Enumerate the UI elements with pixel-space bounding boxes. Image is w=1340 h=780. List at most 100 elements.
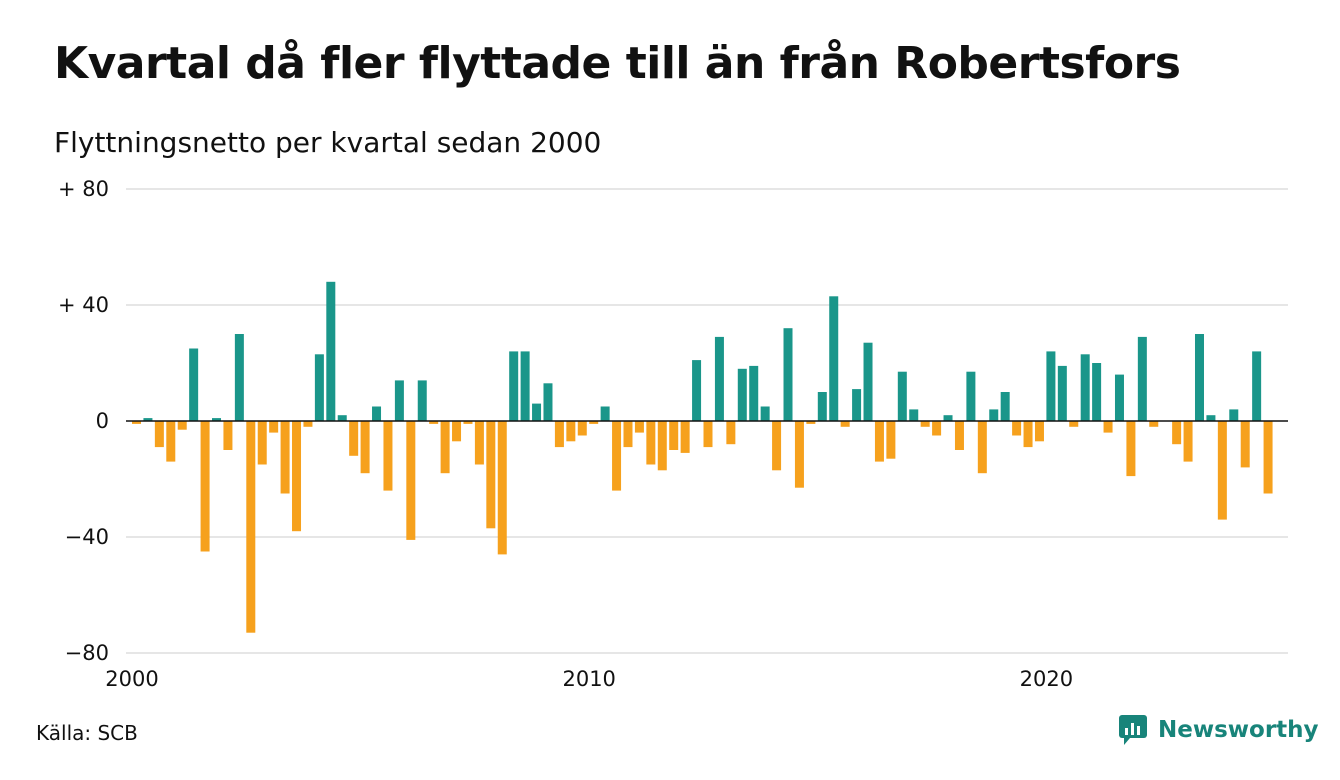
bar: [1252, 351, 1262, 421]
bar: [326, 281, 336, 421]
bar: [394, 380, 404, 421]
bar: [303, 421, 313, 427]
bar: [383, 421, 393, 491]
bar: [406, 421, 416, 540]
bar: [646, 421, 656, 465]
y-tick-label: 0: [96, 409, 109, 433]
bar: [737, 368, 747, 421]
bar: [1092, 363, 1102, 421]
bar: [417, 380, 427, 421]
bar: [874, 421, 884, 462]
x-axis-ticks: 2000 2010 2020: [105, 667, 1073, 691]
bar: [920, 421, 930, 427]
bar: [554, 421, 564, 448]
bar: [909, 409, 919, 421]
bar: [1172, 421, 1182, 445]
bar: [463, 421, 473, 424]
bar: [314, 354, 324, 421]
x-tick-label: 2020: [1020, 667, 1073, 691]
bar: [1103, 421, 1113, 433]
bar: [634, 421, 644, 433]
y-tick-label: −40: [65, 525, 109, 549]
bar: [1240, 421, 1250, 468]
newsworthy-logo-icon: [1119, 715, 1147, 745]
bar: [749, 365, 759, 421]
x-tick-label: 2010: [562, 667, 615, 691]
bar: [520, 351, 530, 421]
bar: [440, 421, 450, 474]
bar: [189, 348, 199, 421]
y-axis-ticks: + 80 + 40 0 −40 −80: [58, 177, 109, 665]
bar: [897, 371, 907, 421]
bar: [577, 421, 587, 436]
bar: [429, 421, 439, 424]
bar: [703, 421, 713, 448]
bar: [246, 421, 256, 633]
bar: [452, 421, 462, 442]
y-tick-label: + 40: [58, 293, 109, 317]
bar: [989, 409, 999, 421]
bar: [292, 421, 302, 532]
bar: [943, 415, 953, 421]
bar: [852, 389, 862, 421]
brand-logo[interactable]: Newsworthy: [1118, 714, 1319, 746]
bar: [1183, 421, 1193, 462]
y-tick-label: −80: [65, 641, 109, 665]
bar: [1149, 421, 1159, 427]
bar: [680, 421, 690, 453]
brand-name: Newsworthy: [1158, 717, 1319, 743]
bar: [977, 421, 987, 474]
bar: [783, 328, 793, 421]
bar: [337, 415, 347, 421]
bar: [509, 351, 519, 421]
bar: [612, 421, 622, 491]
bar: [817, 392, 827, 421]
bar: [692, 360, 702, 421]
bar: [669, 421, 679, 450]
bar: [829, 296, 839, 421]
bar: [1206, 415, 1216, 421]
chart-subtitle: Flyttningsnetto per kvartal sedan 2000: [54, 126, 602, 159]
bar: [486, 421, 496, 529]
bar: [1069, 421, 1079, 427]
source-label: Källa: SCB: [36, 721, 138, 745]
bar: [772, 421, 782, 471]
bar: [932, 421, 942, 436]
bar: [863, 342, 873, 421]
bar: [474, 421, 484, 465]
bar: [1000, 392, 1010, 421]
bar: [714, 336, 724, 421]
bar: [200, 421, 210, 552]
bar: [966, 371, 976, 421]
bar: [177, 421, 187, 430]
bar: [1263, 421, 1273, 494]
bar: [212, 418, 222, 421]
bar: [166, 421, 176, 462]
bar: [1046, 351, 1056, 421]
bar: [806, 421, 816, 424]
bar: [623, 421, 633, 448]
bar: [154, 421, 164, 448]
bar: [257, 421, 267, 465]
bar: [1126, 421, 1136, 477]
chart-title: Kvartal då fler flyttade till än från Ro…: [54, 38, 1181, 89]
bar: [886, 421, 896, 459]
bar: [566, 421, 576, 442]
bar: [760, 406, 770, 421]
bar: [1194, 334, 1204, 421]
bar: [1137, 336, 1147, 421]
bar: [223, 421, 233, 450]
bar: [543, 383, 553, 421]
bar: [497, 421, 507, 555]
bar: [269, 421, 279, 433]
y-tick-label: + 80: [58, 177, 109, 201]
bar: [840, 421, 850, 427]
bar: [360, 421, 370, 474]
bar: [1229, 409, 1239, 421]
bar: [234, 334, 244, 421]
bar: [1012, 421, 1022, 436]
bar: [726, 421, 736, 445]
bar: [657, 421, 667, 471]
bar: [372, 406, 382, 421]
bar-chart: + 80 + 40 0 −40 −80 2000 2010 2020: [58, 177, 1288, 691]
